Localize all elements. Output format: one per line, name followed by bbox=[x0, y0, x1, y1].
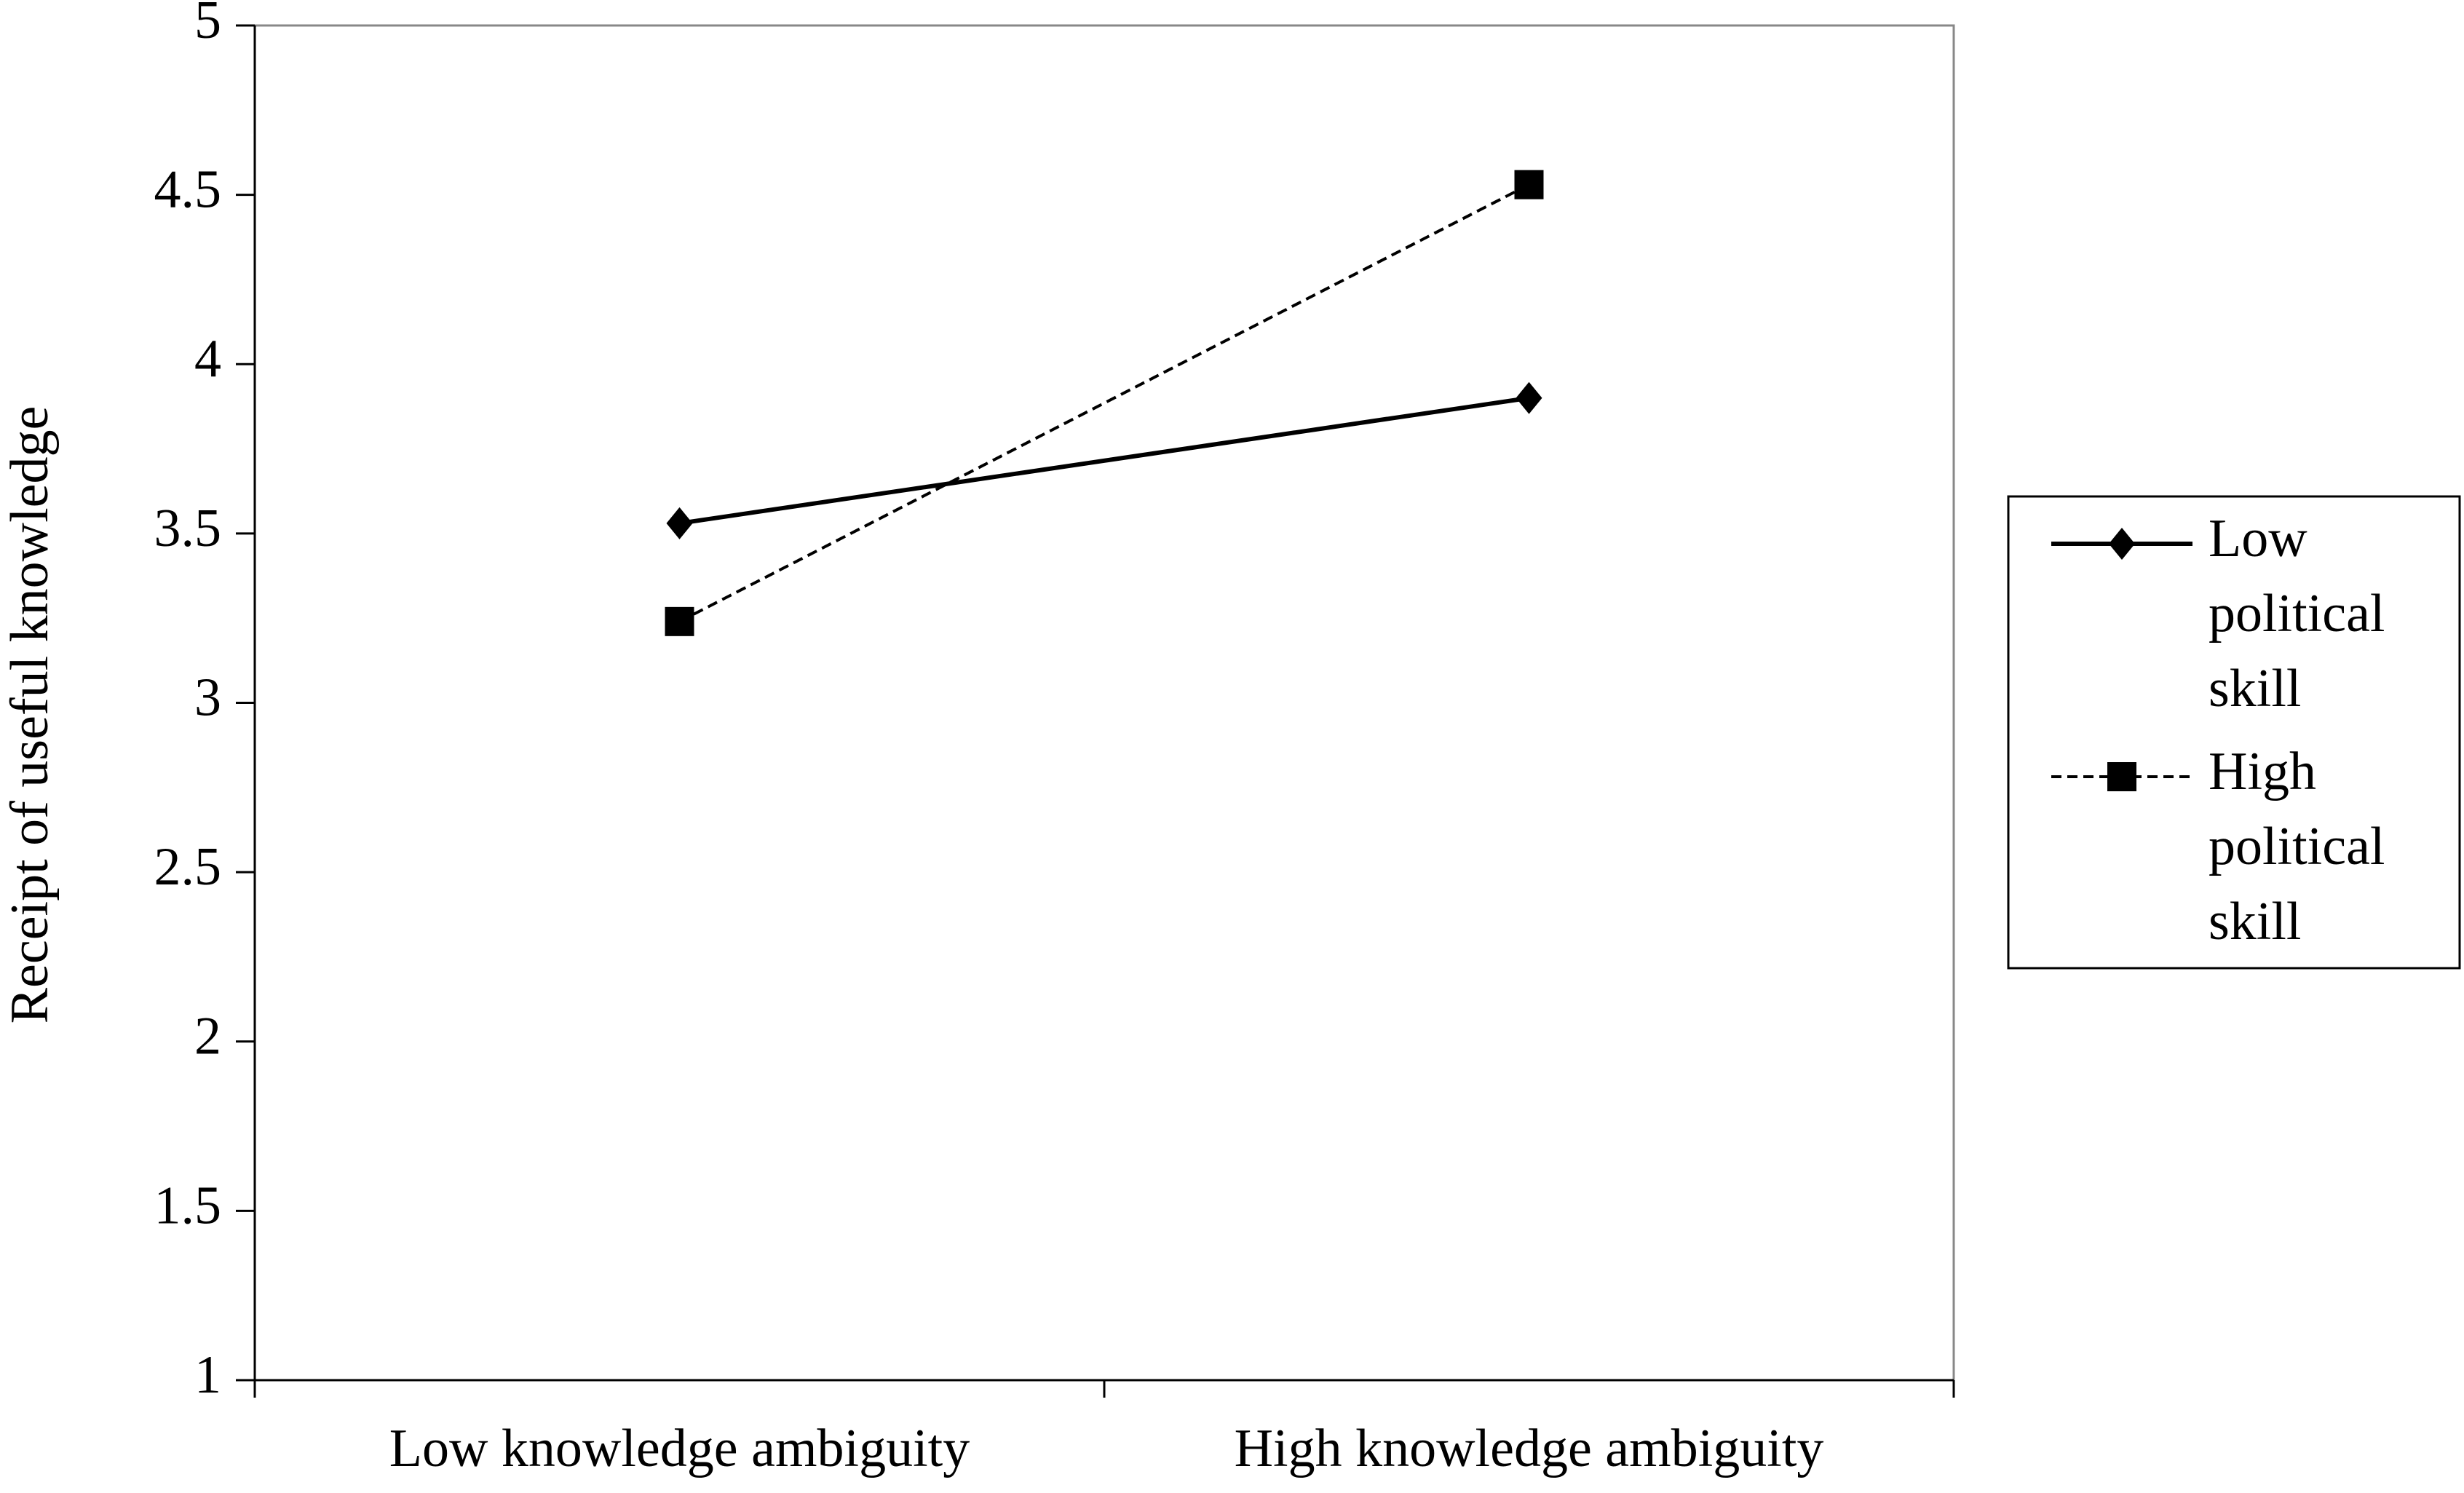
y-tick-label: 5 bbox=[194, 0, 221, 50]
legend-label: Low political skill bbox=[2209, 509, 2398, 718]
y-tick-label: 4.5 bbox=[154, 160, 222, 220]
y-tick-label: 1 bbox=[194, 1345, 221, 1405]
data-point bbox=[1516, 381, 1542, 414]
x-tick-label: Low knowledge ambiguity bbox=[389, 1419, 970, 1478]
y-axis-label: Receipt of useful knowledge bbox=[0, 406, 60, 1024]
y-tick-label: 2 bbox=[194, 1007, 221, 1066]
y-tick-label: 3 bbox=[194, 668, 221, 727]
legend-marker bbox=[2109, 528, 2135, 560]
data-point bbox=[1514, 170, 1544, 199]
y-tick-label: 4 bbox=[194, 329, 221, 389]
series-line bbox=[679, 395, 1529, 526]
y-tick-label: 2.5 bbox=[154, 837, 222, 897]
legend-marker bbox=[2107, 762, 2136, 791]
data-point bbox=[666, 507, 693, 539]
x-tick-label: High knowledge ambiguity bbox=[1235, 1419, 1824, 1478]
data-point bbox=[665, 606, 694, 636]
legend-label: High political skill bbox=[2209, 742, 2398, 951]
legend-box bbox=[2007, 495, 2461, 970]
y-tick-label: 1.5 bbox=[154, 1176, 222, 1235]
y-tick-label: 3.5 bbox=[154, 499, 222, 558]
